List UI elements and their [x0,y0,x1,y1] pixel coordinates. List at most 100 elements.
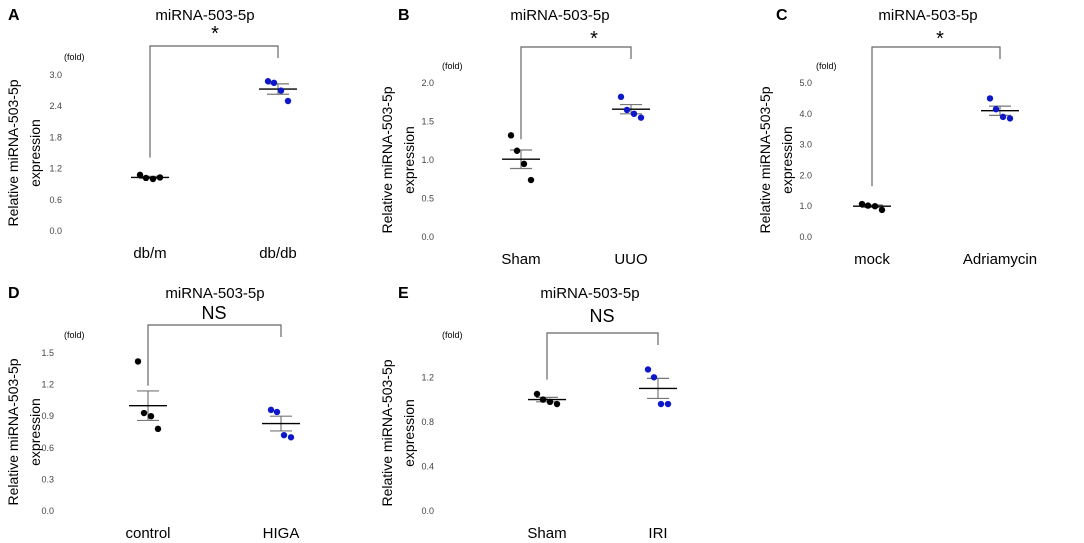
panel-label: B [398,7,410,24]
data-point [284,97,292,105]
panel-label: C [776,7,788,24]
data-point [267,406,275,414]
y-tick-label: 4.0 [799,109,812,119]
x-category-label: HIGA [263,525,300,542]
y-tick-label: 0.9 [41,411,54,421]
x-category-label: mock [854,251,890,268]
data-point [650,374,658,381]
series-higa [262,406,300,441]
significance-mark: NS [201,303,226,323]
significance-mark: * [211,23,219,45]
y-tick-label: 0.0 [421,506,434,516]
data-point [287,434,295,441]
series-mock [853,200,891,214]
significance-bracket [147,324,282,386]
significance-mark: * [590,28,598,50]
x-category-label: Sham [527,525,566,542]
x-category-label: Adriamycin [963,251,1037,268]
data-point [277,87,285,94]
chart-title: miRNA-503-5p [510,7,609,24]
y-tick-label: 0.0 [799,232,812,242]
y-tick-label: 0.6 [49,195,62,205]
chart-title: miRNA-503-5p [155,7,254,24]
data-point [657,400,665,408]
series-db-db [259,78,297,105]
significance-bracket [871,46,1001,187]
series-control [129,358,167,433]
y-tick-label: 0.0 [41,506,54,516]
x-category-label: Sham [501,251,540,268]
y-tick-label: 1.2 [41,380,54,390]
data-point [142,174,150,182]
series-iri [639,366,677,408]
unit-label: (fold) [442,330,463,340]
data-point [149,175,157,183]
data-point [992,105,1000,113]
data-point [617,93,625,101]
y-tick-label: 3.0 [49,70,62,80]
unit-label: (fold) [442,61,463,71]
chart-title: miRNA-503-5p [540,285,639,302]
y-axis-label-line2: expression [27,398,43,466]
series-db-m [131,171,169,183]
data-point [878,206,886,214]
data-point [1006,115,1014,122]
x-category-label: UUO [614,251,647,268]
data-point [986,95,994,102]
y-tick-label: 0.0 [49,226,62,236]
y-tick-label: 3.0 [799,140,812,150]
chart-title: miRNA-503-5p [165,285,264,302]
data-point [513,147,521,154]
series-sham [502,132,540,184]
data-point [864,202,872,209]
data-point [270,79,278,87]
y-tick-label: 5.0 [799,78,812,88]
data-point [273,408,281,416]
data-point [533,390,541,398]
data-point [156,174,164,181]
data-point [664,400,672,408]
data-point [140,409,148,417]
significance-bracket [520,46,632,140]
unit-label: (fold) [816,61,837,71]
data-point [147,413,155,420]
y-tick-label: 1.5 [41,348,54,358]
y-tick-label: 0.4 [421,461,434,471]
panel-label: A [8,7,20,24]
y-tick-label: 1.2 [49,164,62,174]
y-tick-label: 2.0 [421,78,434,88]
data-point [858,200,866,208]
series-sham [528,390,566,408]
x-category-label: db/db [259,245,297,262]
data-point [507,132,515,139]
x-category-label: db/m [133,245,166,262]
significance-bracket [546,332,659,380]
data-point [546,398,554,405]
data-point [644,366,652,373]
data-point [520,160,528,168]
x-category-label: IRI [648,525,667,542]
data-point [264,78,272,85]
series-uuo [612,93,650,121]
data-point [553,400,561,408]
data-point [637,114,645,121]
panel-label: E [398,285,409,302]
y-axis-label-line2: expression [401,126,417,194]
y-axis-label: Relative miRNA-503-5p [379,359,395,506]
y-tick-label: 1.0 [799,201,812,211]
y-tick-label: 0.8 [421,417,434,427]
data-point [871,203,879,210]
data-point [623,106,631,114]
series-adriamycin [981,95,1019,122]
y-axis-label-line2: expression [27,119,43,187]
data-point [154,425,162,433]
significance-mark: NS [589,306,614,326]
y-tick-label: 1.8 [49,132,62,142]
y-tick-label: 1.2 [421,372,434,382]
y-tick-label: 2.4 [49,101,62,111]
data-point [999,113,1007,121]
y-tick-label: 0.6 [41,443,54,453]
